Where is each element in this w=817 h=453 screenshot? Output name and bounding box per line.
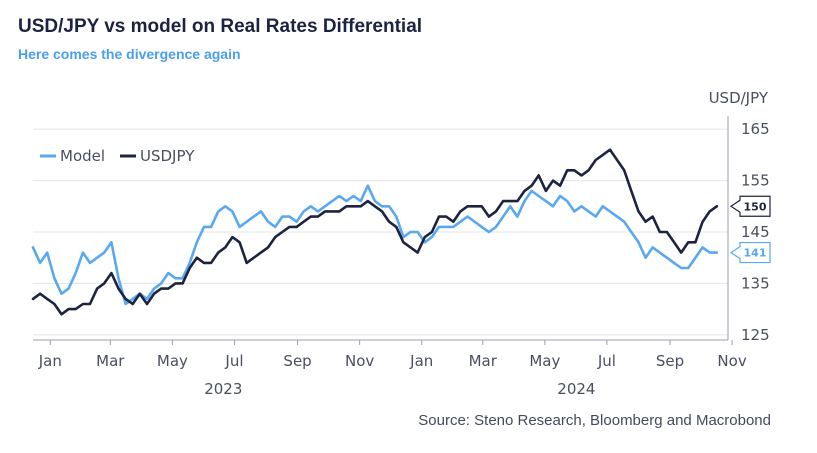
year-label: 2024: [557, 380, 595, 398]
y-axis-label: USD/JPY: [709, 89, 769, 107]
chart-title: USD/JPY vs model on Real Rates Different…: [18, 16, 423, 37]
y-tick-label: 165: [741, 120, 770, 138]
y-tick-label: 155: [741, 172, 770, 190]
legend-label-model: Model: [60, 147, 105, 165]
x-tick-label: Mar: [96, 352, 125, 370]
end-value-callouts: 150 141: [729, 195, 771, 264]
callout-value-usdjpy: 150: [744, 200, 767, 213]
y-tick-label: 145: [741, 223, 770, 241]
chart-subtitle: Here comes the divergence again: [18, 46, 241, 62]
x-tick-label: Jan: [38, 352, 62, 370]
x-tick-label: Mar: [469, 352, 498, 370]
callout-box-model: [729, 241, 771, 264]
callout-box-usdjpy: [729, 195, 771, 217]
series-line-model: [31, 184, 719, 306]
legend-label-usdjpy: USDJPY: [140, 147, 195, 165]
legend: Model USDJPY: [40, 147, 195, 165]
grid-layer: [33, 128, 728, 336]
y-tick-label: 135: [741, 274, 770, 292]
x-tick-label: Nov: [717, 352, 746, 370]
y-tick-label: 125: [741, 326, 770, 344]
year-label: 2023: [204, 380, 242, 398]
callout-value-model: 141: [744, 247, 767, 260]
source-note: Source: Steno Research, Bloomberg and Ma…: [418, 412, 771, 429]
x-tick-label: Jan: [409, 352, 433, 370]
x-tick-label: May: [529, 352, 560, 370]
x-tick-label: May: [157, 352, 188, 370]
x-tick-label: Jul: [224, 352, 243, 370]
x-tick-label: Jul: [597, 352, 616, 370]
x-tick-label: Sep: [656, 352, 684, 370]
series-line-usdjpy: [31, 148, 719, 316]
x-tick-label: Nov: [345, 352, 374, 370]
series-layer: [31, 148, 719, 316]
axis-layer: USD/JPY 125 135 145 155 165 Jan Mar May Jul Sep No…: [33, 89, 770, 398]
x-tick-label: Sep: [283, 352, 311, 370]
